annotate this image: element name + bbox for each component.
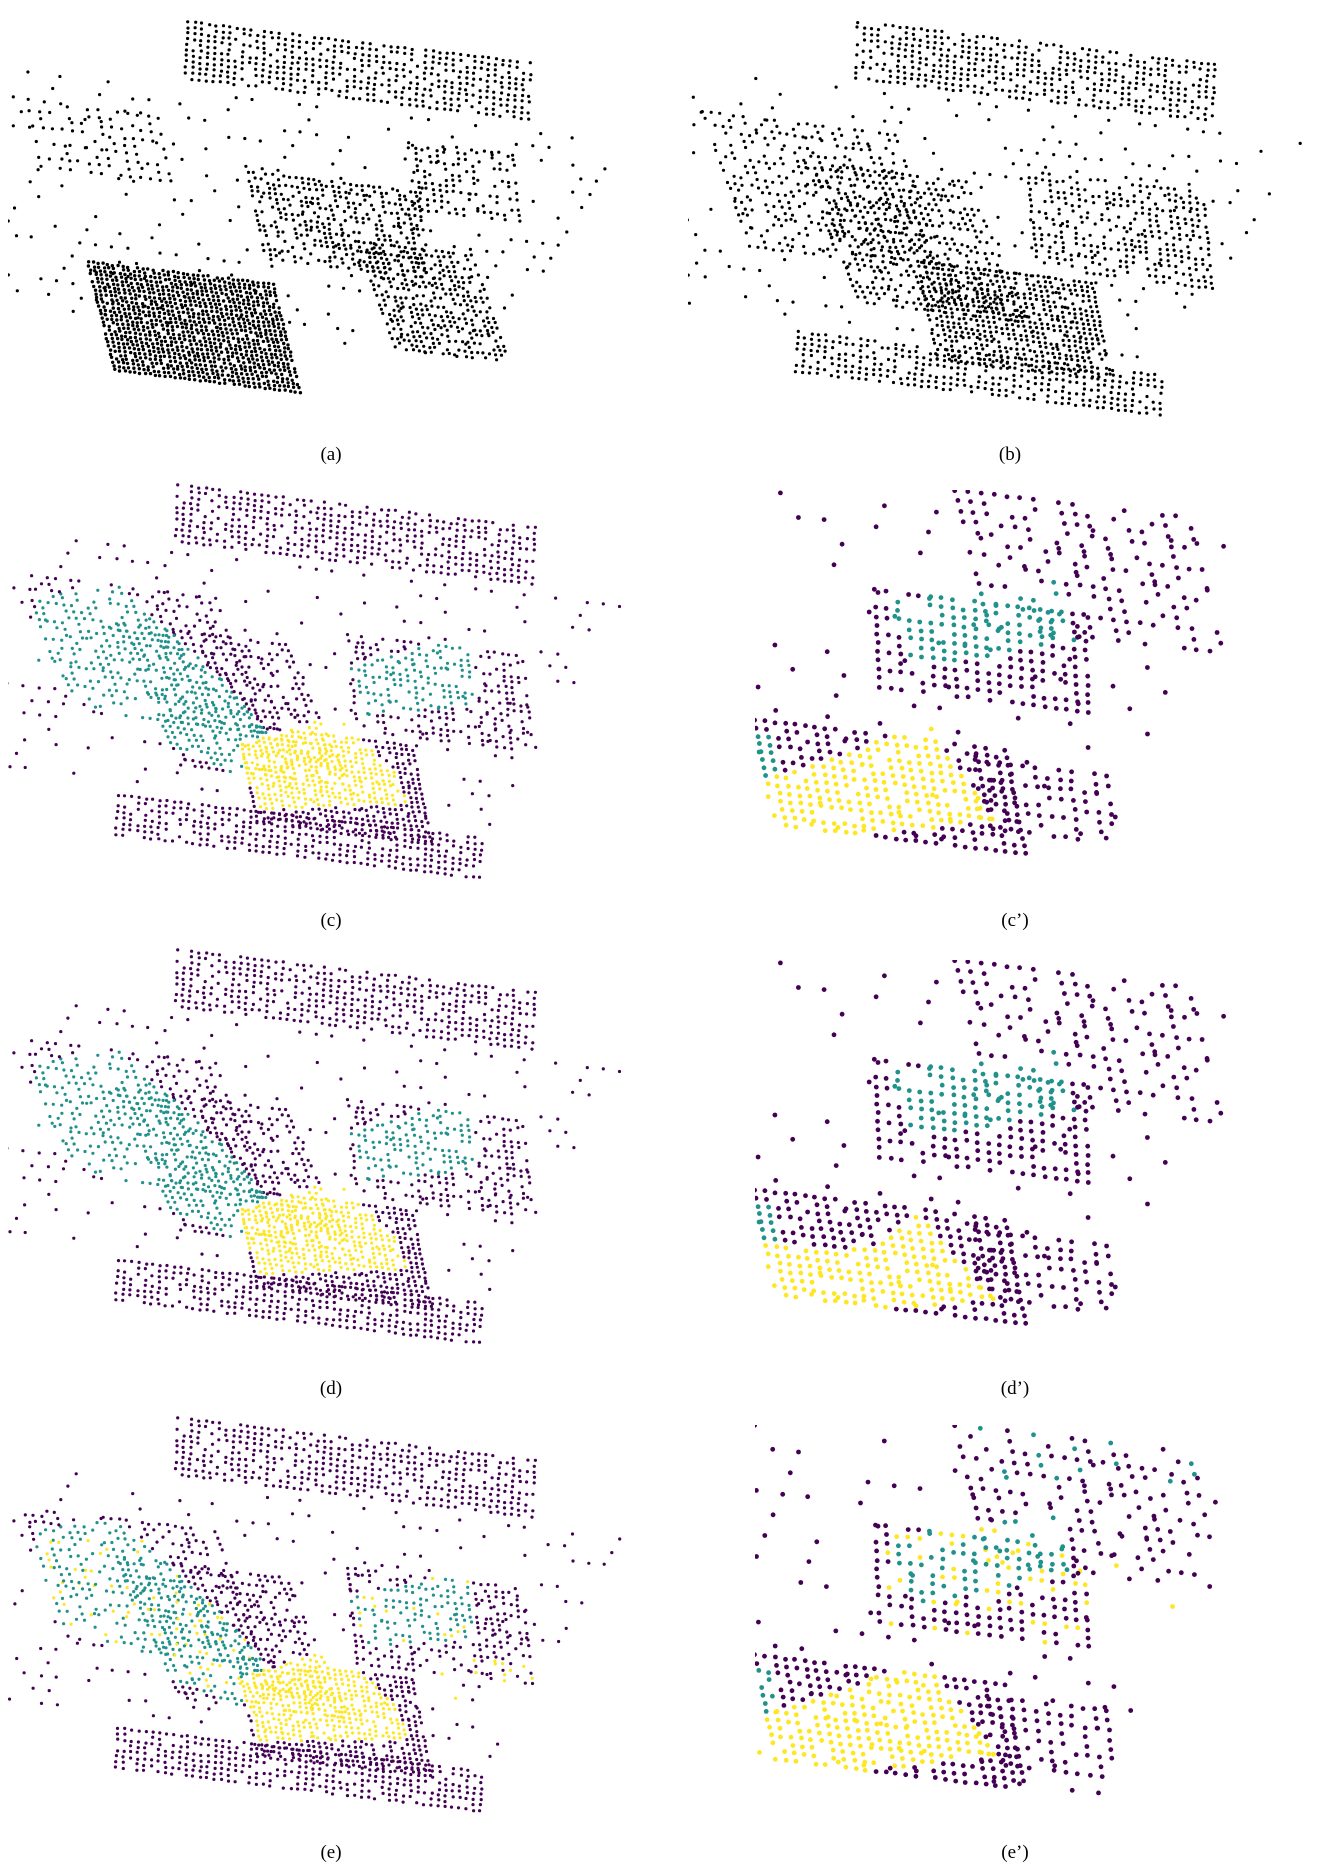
point-cloud-d bbox=[8, 948, 622, 1344]
panel-d2 bbox=[755, 960, 1235, 1380]
caption-e2: (e’) bbox=[1001, 1842, 1029, 1863]
point-cloud-e-zoom bbox=[755, 1425, 1218, 1796]
panel-e bbox=[8, 1408, 663, 1840]
caption-d: (d) bbox=[319, 1378, 343, 1399]
point-cloud-a bbox=[8, 20, 607, 395]
panel-e2 bbox=[755, 1425, 1235, 1845]
panel-c bbox=[8, 475, 663, 907]
panel-c2 bbox=[755, 490, 1235, 910]
caption-e: (e) bbox=[320, 1842, 342, 1863]
caption-b: (b) bbox=[998, 444, 1022, 465]
panel-b bbox=[688, 12, 1328, 444]
point-cloud-d-zoom bbox=[755, 960, 1226, 1326]
caption-d2: (d’) bbox=[1000, 1378, 1030, 1399]
caption-c: (c) bbox=[320, 910, 342, 931]
panel-d bbox=[8, 940, 663, 1372]
panel-a bbox=[8, 12, 663, 444]
caption-c2: (c’) bbox=[1001, 910, 1029, 931]
point-cloud-c bbox=[8, 483, 622, 879]
point-cloud-c-zoom bbox=[755, 490, 1226, 856]
caption-a: (a) bbox=[320, 444, 342, 465]
point-cloud-b bbox=[688, 21, 1302, 417]
point-cloud-e bbox=[8, 1416, 622, 1813]
